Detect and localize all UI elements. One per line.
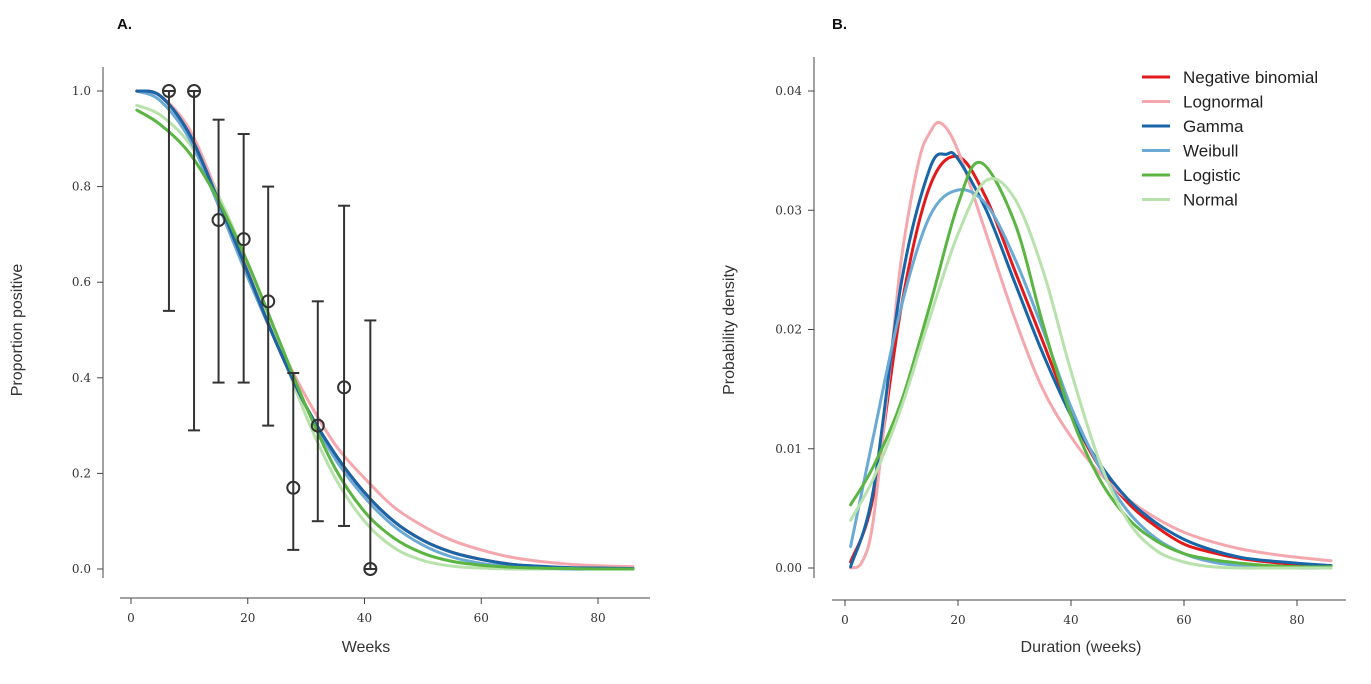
panelA-y-tick-label: 0.2 — [72, 466, 91, 480]
panelA-y-tick-label: 1.0 — [72, 84, 91, 98]
observed-point — [187, 84, 202, 98]
panel-b-series — [849, 120, 1333, 570]
panelB-y-tick-label: 0.00 — [775, 561, 802, 575]
panel-a-letter: A. — [117, 16, 132, 33]
panelA-series-line-4 — [135, 89, 635, 570]
panelA-series-line-0 — [135, 89, 635, 569]
legend-label: Normal — [1183, 191, 1238, 210]
legend-label: Negative binomial — [1183, 68, 1318, 87]
panelB-y-tick-label: 0.02 — [775, 323, 802, 337]
panelA-x-tick-label: 40 — [357, 611, 372, 625]
observed-point — [236, 232, 251, 247]
panel-a-series — [135, 89, 635, 571]
panelB-x-tick-label: 80 — [1289, 613, 1304, 627]
panelB-series-line-4 — [849, 160, 1333, 569]
panel-b: B. 0 20 40 60 80 0.00 0.01 0.02 0.03 0.04 Negativ… — [721, 16, 1346, 656]
panelA-y-tick-label: 0.8 — [72, 180, 91, 194]
panelB-series-line-5 — [849, 177, 1333, 570]
legend-label: Logistic — [1183, 166, 1241, 185]
observed-point — [310, 418, 325, 433]
panelB-x-tick-label: 60 — [1176, 613, 1191, 627]
panelB-series-line-0 — [849, 154, 1333, 568]
panel-a-y-axis-title: Proportion positive — [9, 264, 26, 397]
panelA-x-tick-label: 0 — [127, 611, 135, 625]
panelB-x-tick-label: 40 — [1063, 613, 1078, 627]
panel-a: A. 0 20 40 60 80 0.0 0.2 0.4 0.6 0.8 1.0 Weeks Pro… — [9, 16, 650, 656]
panelB-x-tick-label: 0 — [841, 613, 849, 627]
panelB-x-tick-label: 20 — [950, 613, 965, 627]
panelB-series-line-2 — [849, 150, 1333, 569]
panelB-y-tick-label: 0.03 — [775, 203, 802, 217]
legend-label: Lognormal — [1183, 93, 1263, 112]
panel-b-y-axis-title: Probability density — [721, 265, 738, 395]
observed-point — [261, 294, 276, 309]
legend-label: Gamma — [1183, 117, 1244, 136]
panel-b-axes: 0 20 40 60 80 0.00 0.01 0.02 0.03 0.04 — [775, 57, 1346, 627]
observed-point — [363, 562, 378, 576]
panel-a-axes: 0 20 40 60 80 0.0 0.2 0.4 0.6 0.8 1.0 — [72, 67, 650, 625]
panelA-x-tick-label: 20 — [240, 611, 255, 625]
panelB-series-line-3 — [849, 188, 1333, 570]
observed-point — [337, 380, 352, 395]
panelA-y-tick-label: 0.4 — [72, 371, 91, 385]
panel-b-legend: Negative binomial Lognormal Gamma Weibull Lo… — [1142, 68, 1318, 210]
panelB-y-tick-label: 0.04 — [775, 84, 802, 98]
panel-a-x-axis-title: Weeks — [342, 639, 391, 656]
observed-point — [211, 213, 226, 228]
observed-point — [161, 84, 176, 98]
panelA-x-tick-label: 80 — [590, 611, 605, 625]
panelB-y-tick-label: 0.01 — [775, 442, 802, 456]
panelA-y-tick-label: 0.0 — [72, 562, 91, 576]
panel-a-observations — [161, 84, 378, 576]
observed-point — [286, 480, 301, 495]
panelA-x-tick-label: 60 — [474, 611, 489, 625]
panel-b-letter: B. — [832, 16, 847, 33]
panel-b-x-axis-title: Duration (weeks) — [1021, 639, 1142, 656]
legend-label: Weibull — [1183, 142, 1238, 161]
panelA-y-tick-label: 0.6 — [72, 275, 91, 289]
